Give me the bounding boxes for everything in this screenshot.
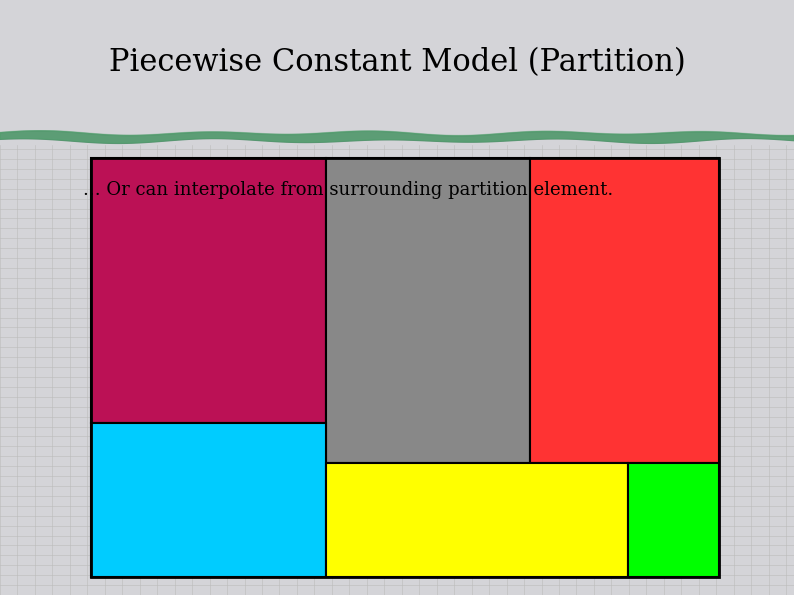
Text: ... Or can interpolate from surrounding partition element.: ... Or can interpolate from surrounding …: [83, 181, 614, 199]
Bar: [91, 158, 719, 577]
Polygon shape: [0, 130, 794, 143]
Bar: [91, 423, 326, 577]
Text: Piecewise Constant Model (Partition): Piecewise Constant Model (Partition): [109, 47, 685, 78]
Bar: [627, 463, 719, 577]
Bar: [326, 463, 627, 577]
Bar: [326, 158, 530, 463]
Bar: [91, 158, 326, 423]
Bar: [530, 158, 719, 463]
Polygon shape: [0, 131, 794, 143]
